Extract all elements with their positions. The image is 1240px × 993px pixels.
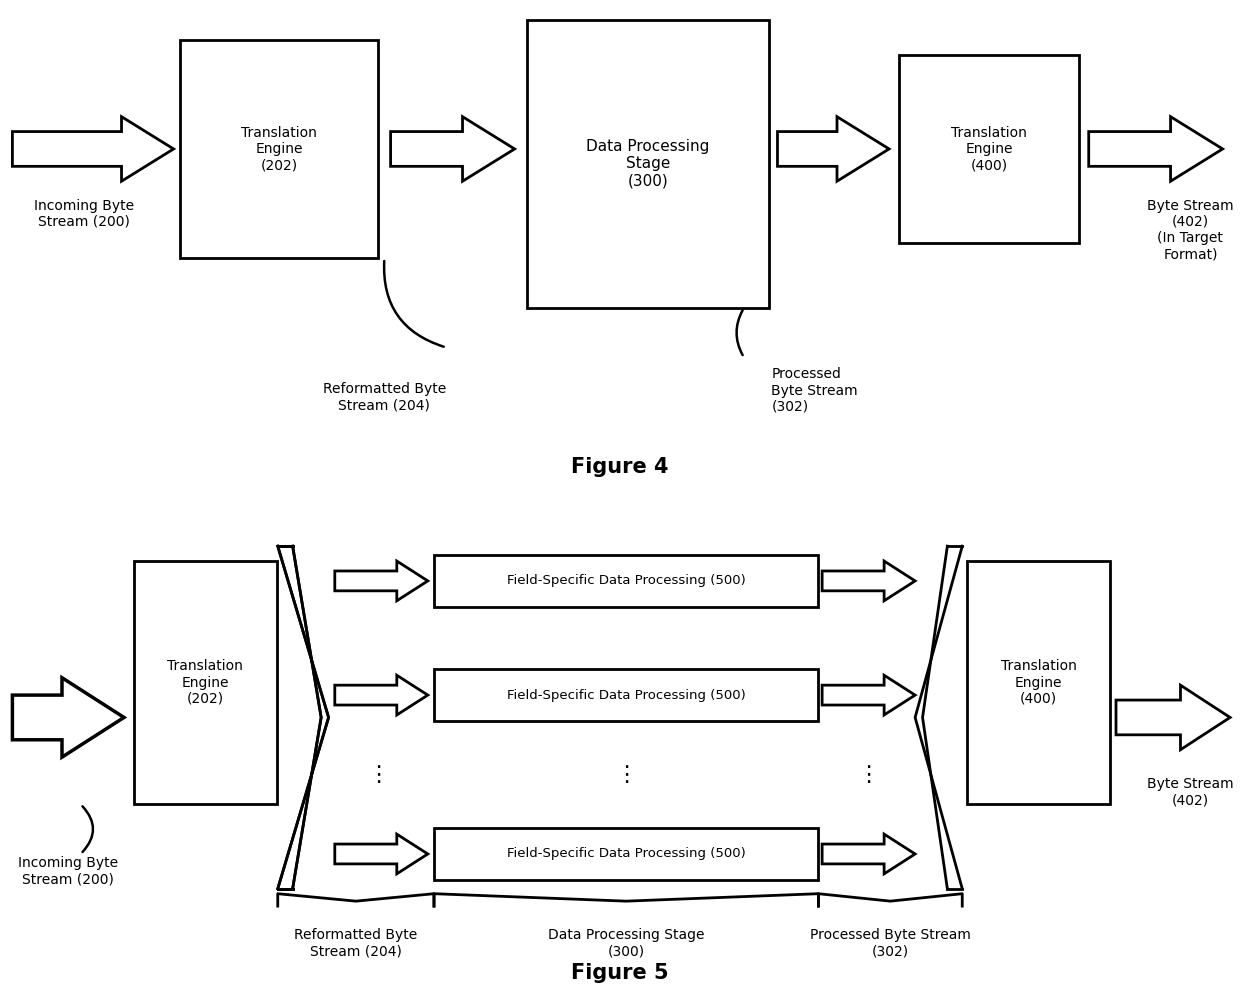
Text: Data Processing Stage
(300): Data Processing Stage (300)	[548, 928, 704, 958]
Text: Figure 4: Figure 4	[572, 457, 668, 477]
Polygon shape	[278, 546, 329, 889]
Polygon shape	[335, 561, 428, 601]
Bar	[180, 40, 378, 258]
Text: Data Processing
Stage
(300): Data Processing Stage (300)	[587, 139, 709, 189]
Text: Processed Byte Stream
(302): Processed Byte Stream (302)	[810, 928, 971, 958]
Text: Byte Stream
(402)
(In Target
Format): Byte Stream (402) (In Target Format)	[1147, 199, 1234, 261]
Polygon shape	[335, 834, 428, 874]
Polygon shape	[12, 117, 174, 181]
Polygon shape	[822, 675, 915, 715]
Text: Translation
Engine
(202): Translation Engine (202)	[241, 126, 317, 172]
Bar	[527, 20, 769, 308]
Bar	[899, 55, 1079, 243]
Text: Figure 5: Figure 5	[572, 963, 668, 983]
Text: Byte Stream
(402): Byte Stream (402)	[1147, 777, 1234, 807]
Polygon shape	[391, 117, 515, 181]
Polygon shape	[822, 834, 915, 874]
Text: Field-Specific Data Processing (500): Field-Specific Data Processing (500)	[507, 574, 745, 588]
Polygon shape	[12, 678, 124, 758]
Polygon shape	[822, 561, 915, 601]
Polygon shape	[1116, 685, 1230, 750]
Text: Reformatted Byte
Stream (204): Reformatted Byte Stream (204)	[322, 382, 446, 412]
Text: Incoming Byte
Stream (200): Incoming Byte Stream (200)	[19, 856, 118, 887]
Bar	[434, 555, 818, 607]
Text: Reformatted Byte
Stream (204): Reformatted Byte Stream (204)	[294, 928, 418, 958]
Text: Processed
Byte Stream
(302): Processed Byte Stream (302)	[771, 367, 858, 414]
Text: Field-Specific Data Processing (500): Field-Specific Data Processing (500)	[507, 688, 745, 702]
Text: Translation
Engine
(202): Translation Engine (202)	[167, 659, 243, 706]
Text: Translation
Engine
(400): Translation Engine (400)	[951, 126, 1027, 172]
Polygon shape	[1089, 117, 1223, 181]
Bar	[967, 561, 1110, 804]
Text: Incoming Byte
Stream (200): Incoming Byte Stream (200)	[35, 199, 134, 228]
Polygon shape	[777, 117, 889, 181]
Polygon shape	[915, 546, 962, 889]
Bar	[434, 669, 818, 721]
Text: Field-Specific Data Processing (500): Field-Specific Data Processing (500)	[507, 847, 745, 861]
Text: ⋮: ⋮	[857, 765, 879, 784]
Polygon shape	[335, 675, 428, 715]
Text: ⋮: ⋮	[367, 765, 389, 784]
Bar	[134, 561, 277, 804]
Bar	[434, 828, 818, 880]
Text: Translation
Engine
(400): Translation Engine (400)	[1001, 659, 1076, 706]
Text: ⋮: ⋮	[615, 765, 637, 784]
